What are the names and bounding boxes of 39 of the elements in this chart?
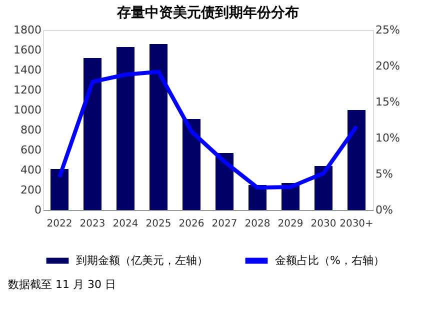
bar (216, 153, 234, 210)
y2-tick-label: 15% (376, 96, 400, 108)
text: 数据截至 11 月 30 日 (8, 278, 116, 291)
line-series (58, 70, 358, 190)
bar (84, 58, 102, 210)
y-tick-label: 200 (20, 184, 42, 196)
y-tick-label: 1600 (14, 44, 42, 56)
y2-tick-label: 5% (376, 168, 393, 180)
bar (182, 119, 200, 210)
x-tick-label: 2022 (46, 218, 72, 230)
y2-tick-label: 25% (376, 24, 400, 36)
y-tick-label: 600 (20, 144, 42, 156)
y-tick-label: 0 (34, 204, 42, 216)
bar (116, 47, 134, 210)
y-tick-label: 1400 (14, 64, 42, 76)
y2-tick-label: 20% (376, 60, 400, 72)
x-tick-label: 2027 (212, 218, 238, 230)
bar (314, 166, 332, 210)
legend-label: 金额占比（%，右轴） (275, 254, 384, 267)
x-tick-label: 2030 (310, 218, 336, 230)
y-tick-label: 800 (20, 124, 42, 136)
x-tick-label: 2024 (112, 218, 138, 230)
y-tick-label: 1800 (14, 24, 42, 36)
x-tick-label: 2025 (146, 218, 172, 230)
y-tick-label: 1200 (14, 84, 42, 96)
x-tick-label: 2029 (278, 218, 304, 230)
chart-title: 存量中资美元债到期年份分布 (116, 4, 299, 21)
bar (150, 44, 168, 210)
x-tick-label: 2023 (80, 218, 106, 230)
bar (348, 110, 366, 210)
x-tick-label: 2028 (244, 218, 270, 230)
y-tick-label: 1000 (14, 104, 42, 116)
x-tick-label: 2026 (178, 218, 204, 230)
y-tick-label: 400 (20, 164, 42, 176)
bar (50, 169, 68, 210)
y2-tick-label: 10% (376, 132, 400, 144)
x-tick-label: 2030+ (340, 218, 374, 230)
legend-label: 到期金额（亿美元，左轴） (76, 254, 208, 267)
y2-tick-label: 0% (376, 204, 393, 216)
